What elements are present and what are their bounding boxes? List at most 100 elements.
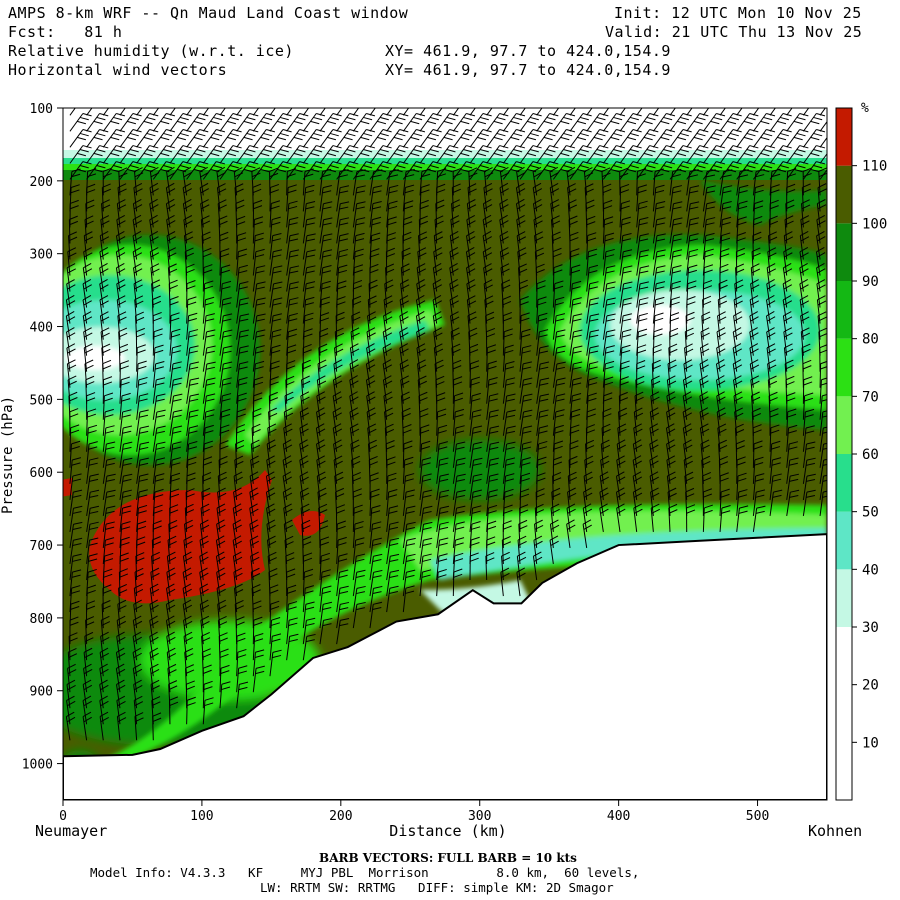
wind-barb	[236, 232, 247, 260]
wind-barb	[436, 521, 449, 549]
wind-barb	[500, 263, 510, 292]
wind-barb	[269, 265, 283, 292]
wind-barb	[82, 711, 92, 741]
wind-barb	[534, 231, 544, 260]
wind-barb	[202, 296, 215, 324]
wind-barb	[436, 424, 448, 452]
wind-barb	[302, 296, 315, 324]
wind-barb	[486, 376, 498, 404]
wind-barb	[152, 409, 166, 436]
wind-barb	[202, 329, 216, 356]
wind-barb	[719, 263, 729, 292]
wind-barb	[752, 108, 770, 116]
wind-barb	[402, 424, 412, 452]
wind-barb	[552, 361, 566, 388]
wind-barb	[802, 425, 815, 452]
wind-barb	[718, 279, 728, 308]
wind-barb	[534, 503, 545, 532]
wind-barb	[452, 392, 464, 420]
wind-barb	[119, 360, 130, 388]
wind-barb	[319, 108, 336, 116]
wind-barb	[602, 108, 620, 116]
wind-barb	[668, 503, 678, 532]
wind-barb	[68, 231, 78, 260]
wind-barb	[636, 200, 648, 228]
wind-barb	[102, 521, 115, 549]
wind-barb	[152, 457, 166, 484]
wind-barb	[466, 295, 477, 324]
wind-barb	[150, 263, 160, 292]
xy-range-1: XY= 461.9, 97.7 to 424.0,154.9	[385, 42, 671, 60]
colorbar-segment	[836, 108, 852, 166]
wind-barb	[319, 569, 331, 597]
wind-barb	[368, 279, 378, 308]
wind-barb	[269, 108, 286, 116]
wind-barb	[519, 393, 533, 420]
wind-barb	[686, 217, 700, 244]
wind-barb	[369, 201, 382, 228]
wind-barb	[269, 216, 281, 244]
wind-barb	[202, 345, 216, 372]
wind-barb	[69, 199, 79, 228]
wind-barb	[269, 161, 292, 180]
wind-barb	[519, 361, 532, 388]
wind-barb	[769, 113, 792, 132]
wind-barb	[552, 456, 563, 484]
wind-barb	[784, 215, 794, 244]
wind-barb	[352, 185, 366, 212]
wind-barb	[68, 215, 79, 244]
wind-barb	[136, 145, 159, 164]
wind-barb	[336, 536, 347, 565]
wind-barb	[619, 145, 642, 164]
wind-barb	[636, 129, 659, 148]
wind-barb	[619, 265, 633, 292]
wind-barb	[317, 487, 327, 516]
wind-barb	[169, 296, 179, 324]
wind-barb	[569, 231, 579, 260]
wind-barb	[219, 664, 230, 693]
wind-barb	[217, 471, 228, 500]
wind-barb	[219, 231, 229, 260]
wind-barb	[152, 441, 166, 468]
wind-barb	[450, 311, 460, 340]
colorbar-unit: %	[861, 101, 869, 116]
wind-barb	[549, 182, 560, 212]
wind-barb	[86, 183, 96, 212]
wind-barb	[502, 344, 514, 372]
colorbar-tick-label: 90	[862, 274, 879, 290]
wind-barb	[519, 409, 533, 436]
wind-barb	[286, 601, 298, 629]
wind-barb	[133, 263, 143, 292]
wind-barb	[136, 108, 153, 116]
wind-barb	[116, 711, 127, 741]
wind-barb	[569, 297, 582, 324]
wind-barb	[533, 215, 543, 244]
wind-barb	[719, 505, 731, 532]
wind-barb	[436, 537, 449, 565]
colorbar-tick-label: 60	[862, 447, 879, 463]
wind-barb	[402, 553, 416, 581]
wind-barb	[100, 327, 110, 356]
wind-barb	[216, 583, 226, 613]
wind-barb	[819, 360, 827, 388]
wind-barb	[302, 233, 316, 260]
y-tick-label: 700	[30, 539, 53, 554]
wind-barb	[636, 360, 646, 388]
wind-barb	[636, 233, 649, 260]
wind-barb	[367, 295, 378, 324]
wind-barb	[652, 145, 676, 164]
wind-barb	[102, 489, 116, 516]
wind-barb	[468, 167, 478, 196]
wind-barb	[169, 361, 182, 388]
wind-barb	[349, 423, 360, 452]
wind-barb	[652, 296, 665, 324]
wind-barb	[69, 473, 82, 500]
wind-barb	[669, 108, 686, 116]
wind-barb	[736, 472, 747, 500]
wind-barb	[85, 199, 95, 228]
wind-barb	[336, 248, 349, 276]
colorbar-tick-label: 50	[862, 505, 879, 521]
wind-barb	[619, 344, 631, 372]
wind-barb	[786, 489, 800, 516]
wind-barb	[402, 184, 415, 212]
